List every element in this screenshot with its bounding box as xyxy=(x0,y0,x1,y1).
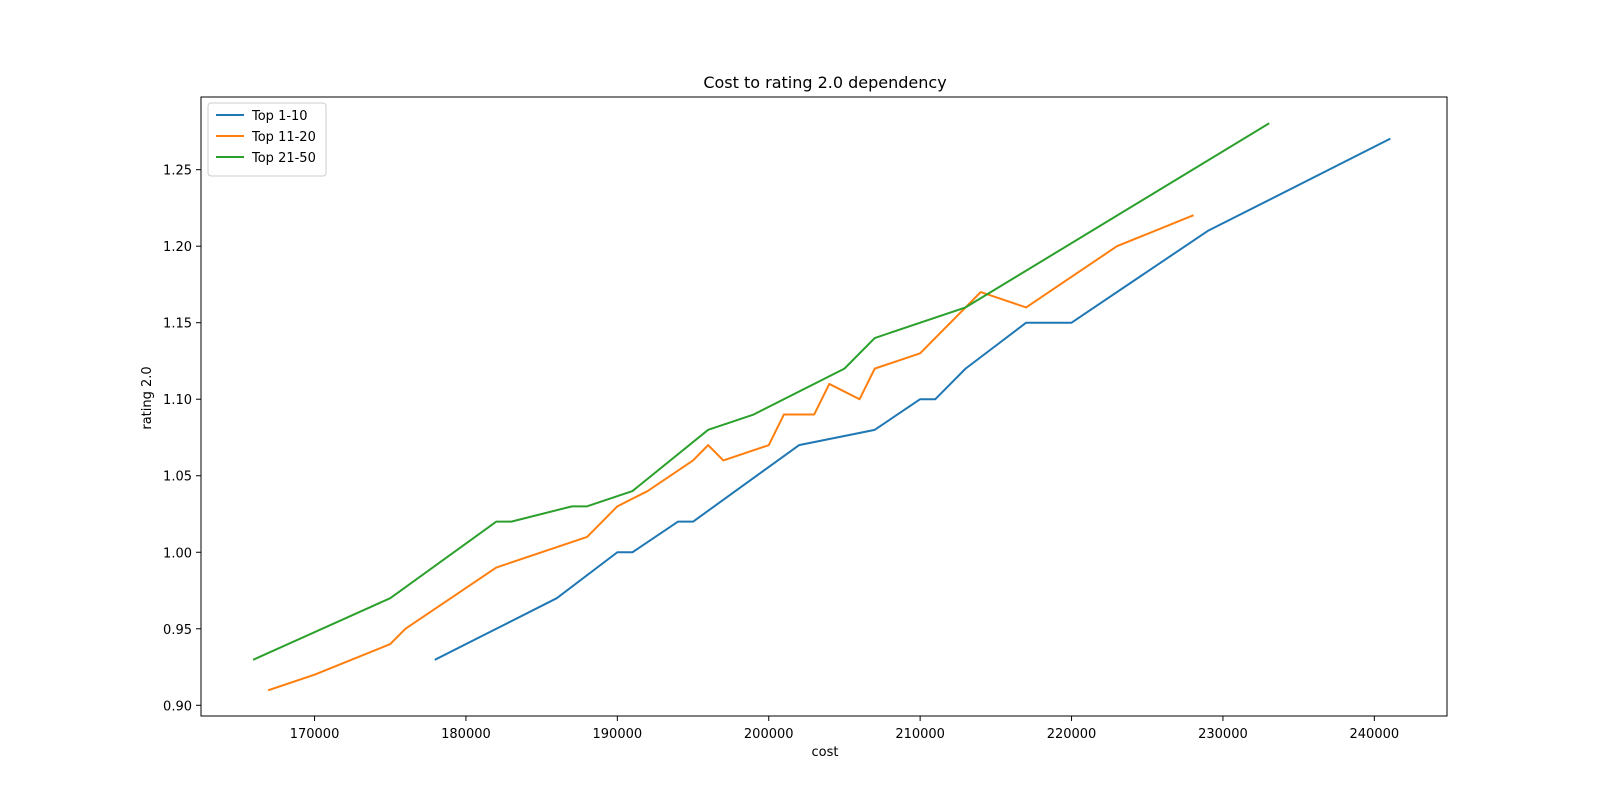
y-tick-label: 1.00 xyxy=(163,546,192,561)
legend-label-2: Top 11-20 xyxy=(251,130,316,145)
x-tick-label: 210000 xyxy=(895,727,945,742)
y-tick-label: 1.20 xyxy=(163,240,192,255)
x-tick-label: 170000 xyxy=(290,727,340,742)
plot-frame xyxy=(200,96,1448,717)
x-tick-label: 230000 xyxy=(1198,727,1248,742)
series-line-2 xyxy=(267,214,1194,692)
x-tick-label: 240000 xyxy=(1350,727,1400,742)
legend-label-3: Top 21-50 xyxy=(251,151,316,166)
series-line-3 xyxy=(252,122,1270,661)
x-tick-label: 220000 xyxy=(1047,727,1097,742)
x-axis-title: cost xyxy=(812,745,839,760)
y-axis-title: rating 2.0 xyxy=(140,366,155,429)
series-line-1 xyxy=(434,137,1391,661)
x-tick-label: 200000 xyxy=(744,727,794,742)
y-tick-label: 1.05 xyxy=(163,470,192,485)
y-tick-label: 0.90 xyxy=(163,699,192,714)
legend-label-1: Top 1-10 xyxy=(251,109,308,124)
y-tick-label: 1.15 xyxy=(163,317,192,332)
y-tick-label: 0.95 xyxy=(163,623,192,638)
plot-area: 170000 180000 190000 200000 210000 220000 2300… xyxy=(163,96,1448,742)
chart-title: Cost to rating 2.0 dependency xyxy=(703,73,946,92)
y-tick-label: 1.25 xyxy=(163,164,192,179)
y-tick-label: 1.10 xyxy=(163,393,192,408)
x-tick-label: 190000 xyxy=(593,727,643,742)
x-tick-label: 180000 xyxy=(441,727,491,742)
legend: Top 1-10 Top 11-20 Top 21-50 xyxy=(207,102,327,177)
